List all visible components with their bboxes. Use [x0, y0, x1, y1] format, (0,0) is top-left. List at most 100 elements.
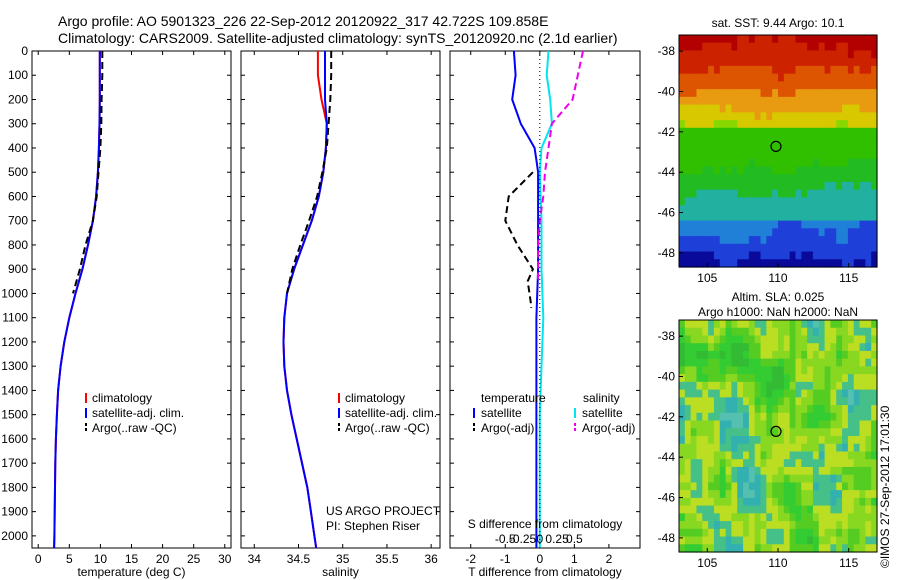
sla-map-map: [679, 320, 878, 553]
sla-map-cell: [743, 505, 750, 514]
sst-map-cell: [853, 151, 861, 160]
sla-map-cell: [748, 381, 756, 391]
sst-map-cell: [818, 89, 826, 98]
sst-map-cell: [748, 73, 756, 82]
sst-map-cell: [778, 120, 785, 129]
sla-map-cell: [748, 405, 756, 414]
sla-map-cell: [824, 397, 832, 406]
sla-map-cell: [830, 451, 837, 460]
sla-map-cell: [737, 436, 744, 445]
sla-map-cell: [830, 490, 837, 499]
sst-map-cell: [731, 120, 738, 129]
sla-map-cell: [713, 420, 721, 429]
sst-map-cell: [801, 197, 808, 206]
sla-map-cell: [760, 397, 767, 406]
sla-map-cell: [684, 412, 692, 422]
sst-map-cell: [807, 220, 814, 229]
sst-map-cell: [824, 89, 832, 98]
sla-map-cell: [824, 358, 832, 367]
sla-map-cell: [859, 505, 866, 514]
sst-map-cell: [719, 228, 727, 237]
sla-map-cell: [807, 397, 814, 406]
sla-map-cell: [789, 474, 797, 483]
sla-map-cell: [748, 466, 756, 476]
sla-map-cell: [853, 513, 861, 522]
sst-map-cell: [836, 197, 843, 206]
sla-map-cell: [743, 428, 750, 437]
sst-map-cell: [760, 166, 767, 175]
sla-map-cell: [766, 505, 773, 514]
sla-map-cell: [772, 490, 779, 499]
imos-timestamp: ©IMOS 27-Sep-2012 17:01:30: [878, 405, 892, 568]
sst-map-cell: [743, 96, 750, 106]
sla-map-cell: [818, 459, 826, 468]
sst-map-cell: [696, 143, 703, 152]
sst-map-cell: [836, 89, 843, 98]
sst-map-cell: [853, 189, 861, 198]
sla-map-cell: [871, 374, 878, 383]
sst-map-cell: [766, 197, 773, 206]
sst-map-cell: [818, 181, 826, 191]
sla-map-cell: [708, 536, 715, 545]
sla-map-cell: [684, 451, 692, 460]
sst-map-cell: [830, 127, 837, 137]
sla-map-cell: [731, 482, 738, 491]
sla-map-cell: [760, 389, 767, 398]
sla-map-cell: [824, 320, 832, 329]
sla-map-cell: [865, 459, 872, 468]
sst-map-cell: [754, 197, 762, 206]
sst-map-cell: [812, 42, 820, 52]
sla-map-ytick-label: -42: [658, 410, 676, 424]
sst-map-cell: [708, 243, 715, 253]
sla-map-cell: [824, 513, 832, 522]
sla-map-cell: [748, 497, 756, 507]
sla-map-cell: [847, 374, 855, 383]
sst-map-cell: [743, 112, 750, 121]
sla-map-cell: [859, 451, 866, 460]
sla-map-cell: [772, 405, 779, 414]
sla-map-cell: [754, 381, 762, 391]
sla-map-cell: [725, 536, 733, 545]
sla-map-cell: [690, 482, 698, 491]
sla-map-cell: [748, 335, 756, 344]
sla-map-cell: [871, 412, 878, 422]
sla-map-cell: [795, 451, 802, 460]
sla-map-cell: [847, 381, 855, 391]
sla-map-cell: [836, 459, 843, 468]
sla-map-cell: [731, 459, 738, 468]
sla-map-cell: [719, 528, 727, 538]
sst-map-cell: [772, 65, 779, 75]
sla-map-cell: [801, 405, 808, 414]
sla-map-cell: [719, 343, 727, 352]
sst-map-cell: [708, 181, 715, 191]
sla-map-cell: [795, 374, 802, 383]
sst-map-cell: [702, 189, 709, 198]
sla-map-cell: [696, 459, 703, 468]
sst-map-cell: [760, 181, 767, 191]
sst-map-cell: [731, 158, 738, 168]
sla-map-cell: [731, 335, 738, 344]
sst-map-cell: [871, 166, 878, 175]
sla-map-cell: [847, 459, 855, 468]
sst-map-cell: [818, 236, 826, 245]
sla-map-cell: [807, 513, 814, 522]
sst-map-cell: [847, 120, 855, 129]
sla-map-cell: [847, 436, 855, 445]
sst-map-cell: [713, 174, 721, 183]
sla-map-cell: [696, 443, 703, 453]
sla-map-cell: [865, 397, 872, 406]
sla-map-cell: [853, 436, 861, 445]
sst-map-cell: [760, 158, 767, 168]
sst-map-cell: [778, 220, 785, 229]
sla-map-cell: [719, 466, 727, 476]
sla-map-cell: [754, 327, 762, 337]
sla-map-cell: [789, 505, 797, 514]
sla-map-cell: [847, 405, 855, 414]
sla-map-cell: [679, 335, 686, 344]
sla-map-cell: [847, 536, 855, 545]
sla-map-cell: [748, 327, 756, 337]
depth-tick-label: 1700: [1, 456, 28, 470]
sla-map-cell: [836, 374, 843, 383]
sla-map-cell: [842, 374, 849, 383]
sla-map-cell: [731, 397, 738, 406]
